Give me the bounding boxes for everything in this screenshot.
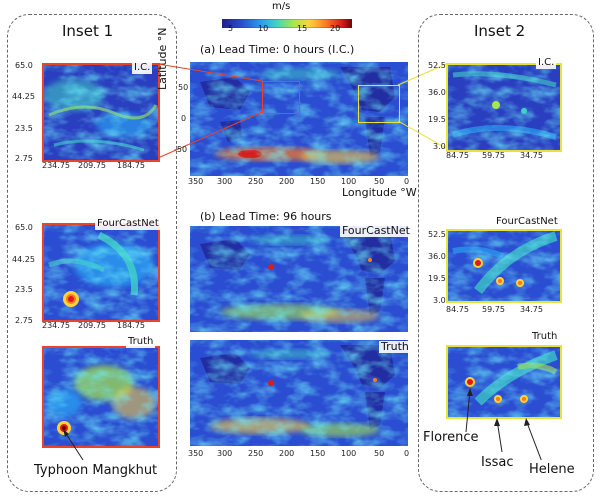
florence-label: Florence (423, 430, 479, 445)
colorbar-tick: 10 (258, 24, 269, 33)
inset1-xtick: 184.75 (117, 321, 145, 330)
inset1-ytick: 65.0 (15, 61, 33, 70)
inset2-ytick: 19.5 (428, 274, 446, 283)
inset2-ytick: 52.5 (428, 230, 446, 239)
center-xtick: 50 (374, 449, 385, 458)
typhoon-label: Typhoon Mangkhut (34, 463, 158, 478)
center-xtick: 50 (374, 177, 385, 186)
inset2-panel-label: Truth (530, 331, 560, 343)
inset2-title: Inset 2 (474, 22, 526, 40)
inset2-ytick: 52.5 (428, 61, 446, 70)
inset1-xtick: 234.75 (42, 161, 70, 170)
colorbar-unit: m/s (272, 1, 291, 12)
center-xtick: 0 (404, 177, 410, 186)
center-xtick: 350 (188, 449, 204, 458)
inset2-ytick: 36.0 (428, 252, 446, 261)
center-xtick: 200 (279, 449, 295, 458)
global-truth-map (190, 340, 408, 446)
inset2-region-box (358, 85, 400, 123)
inset1-title: Inset 1 (62, 22, 114, 40)
center-ytick: -50 (174, 145, 188, 154)
inset1-ytick: 2.75 (15, 316, 33, 325)
xlabel: Longitude °W (342, 186, 417, 199)
inset1-panel-label: FourCastNet (95, 218, 161, 230)
inset1-xtick: 209.75 (78, 321, 106, 330)
center-ytick: 50 (178, 83, 189, 92)
inset1-ytick: 44.25 (12, 92, 35, 101)
center-xtick: 250 (248, 177, 264, 186)
inset2-ytick: 3.0 (433, 142, 446, 151)
inset1-ytick: 44.25 (12, 255, 35, 264)
center-xtick: 150 (310, 449, 326, 458)
center-panel-label: Truth (379, 340, 411, 353)
inset1-ytick: 23.5 (15, 124, 33, 133)
inset2-xtick: 59.75 (482, 151, 505, 160)
inset2-ic-map (446, 63, 562, 152)
inset1-frame (7, 14, 177, 492)
center-xtick: 0 (404, 449, 410, 458)
global-fourcastnet-map (190, 226, 408, 332)
inset2-ytick: 3.0 (433, 296, 446, 305)
label-b: (b) Lead Time: 96 hours (200, 210, 332, 223)
center-xtick: 300 (217, 449, 233, 458)
inset1-region-box (262, 81, 300, 114)
inset1-xtick: 209.75 (78, 161, 106, 170)
colorbar-tick: 5 (228, 24, 234, 33)
center-ytick: 0 (181, 114, 187, 123)
inset1-panel-label: I.C. (132, 62, 153, 74)
center-xtick: 100 (341, 449, 357, 458)
inset1-xtick: 184.75 (117, 161, 145, 170)
colorbar-tick: 15 (297, 24, 308, 33)
inset1-panel-label: Truth (126, 336, 156, 348)
inset2-ytick: 36.0 (428, 88, 446, 97)
connector-lines (157, 63, 447, 159)
inset2-ytick: 19.5 (428, 115, 446, 124)
inset1-ytick: 2.75 (15, 154, 33, 163)
helene-label: Helene (529, 462, 575, 477)
inset1-xtick: 234.75 (42, 321, 70, 330)
center-xtick: 150 (310, 177, 326, 186)
inset2-panel-label: FourCastNet (494, 216, 560, 228)
inset1-ytick: 65.0 (15, 223, 33, 232)
inset2-truth-map (446, 345, 562, 419)
center-xtick: 250 (248, 449, 264, 458)
hurricane-arrows (465, 388, 542, 460)
inset1-ytick: 23.5 (15, 285, 33, 294)
inset2-fourcastnet-map (446, 229, 562, 303)
inset2-xtick: 59.75 (482, 305, 505, 314)
colorbar-tick: 20 (330, 24, 341, 33)
inset2-xtick: 84.75 (446, 305, 469, 314)
typhoon-arrow (62, 428, 84, 461)
issac-label: Issac (481, 455, 514, 470)
center-xtick: 100 (341, 177, 357, 186)
inset1-fourcastnet-map (42, 223, 160, 322)
inset2-xtick: 34.75 (520, 151, 543, 160)
inset1-ic-map (42, 63, 160, 162)
center-xtick: 300 (217, 177, 233, 186)
label-a: (a) Lead Time: 0 hours (I.C.) (200, 43, 355, 56)
inset2-panel-label: I.C. (536, 57, 557, 69)
inset2-frame (418, 14, 594, 492)
center-xtick: 350 (188, 177, 204, 186)
inset2-xtick: 34.75 (520, 305, 543, 314)
center-xtick: 200 (279, 177, 295, 186)
center-panel-label: FourCastNet (340, 224, 412, 237)
inset2-xtick: 84.75 (446, 151, 469, 160)
